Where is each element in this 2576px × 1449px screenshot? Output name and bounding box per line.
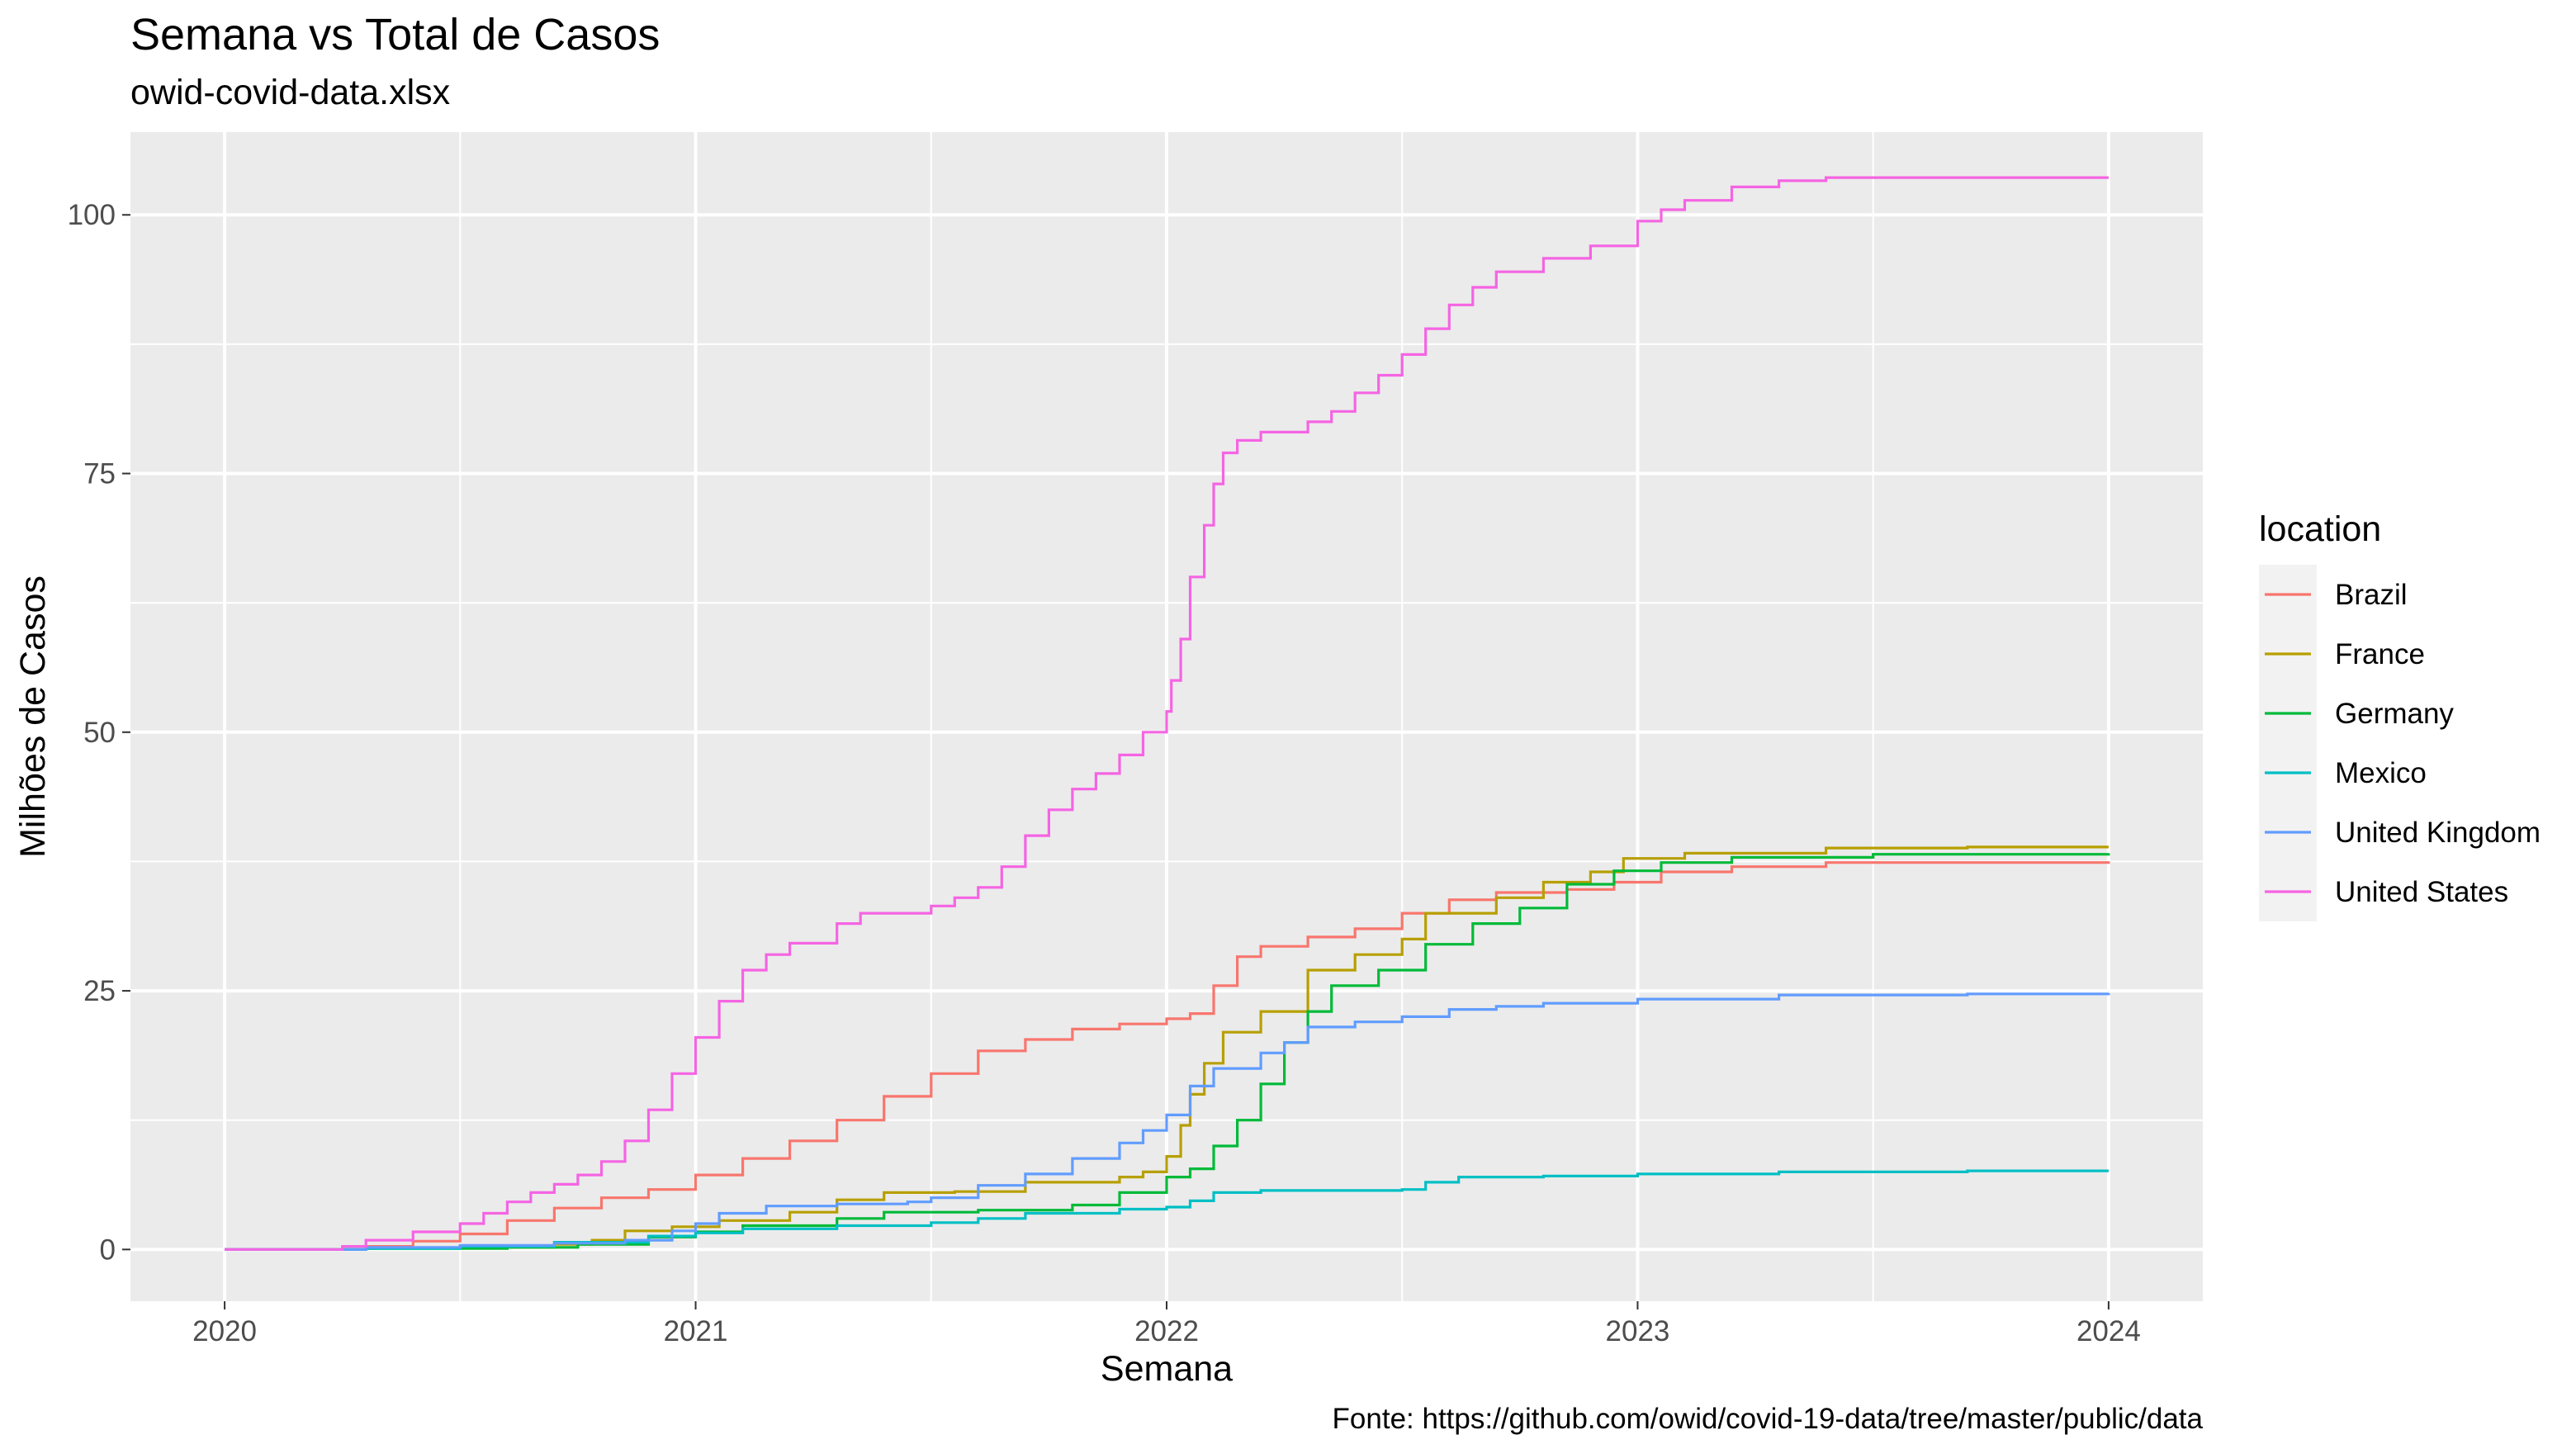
- series-line-united-states: [225, 176, 2109, 1251]
- chart-subtitle: owid-covid-data.xlsx: [130, 73, 451, 112]
- series-line-france: [225, 845, 2109, 1251]
- y-tick-label: 50: [83, 717, 116, 749]
- chart-title: Semana vs Total de Casos: [130, 10, 660, 59]
- legend-label-united-kingdom: United Kingdom: [2335, 817, 2540, 849]
- series-line-united-kingdom: [225, 992, 2110, 1251]
- legend-label-germany: Germany: [2335, 698, 2454, 730]
- x-axis: 2020 2021 2022 2023 2024: [192, 1301, 2141, 1347]
- series-lines: [225, 176, 2110, 1251]
- y-tick-label: 0: [100, 1234, 116, 1266]
- y-tick-label: 100: [68, 199, 116, 231]
- x-tick-label: 2022: [1134, 1315, 1199, 1347]
- chart-caption: Fonte: https://github.com/owid/covid-19-…: [1333, 1403, 2204, 1435]
- legend-label-united-states: United States: [2335, 876, 2508, 908]
- x-axis-title: Semana: [1101, 1349, 1233, 1389]
- x-tick-label: 2023: [1606, 1315, 1670, 1347]
- x-tick-label: 2021: [664, 1315, 728, 1347]
- legend-label-france: France: [2335, 638, 2425, 670]
- y-axis-title: Milhões de Casos: [13, 575, 53, 858]
- legend: Brazil France Germany Mexico United Kingdom U…: [2259, 565, 2540, 921]
- legend-label-brazil: Brazil: [2335, 579, 2408, 611]
- y-tick-label: 25: [83, 975, 116, 1007]
- legend-title: location: [2259, 509, 2381, 549]
- legend-label-mexico: Mexico: [2335, 757, 2427, 789]
- y-tick-label: 75: [83, 458, 116, 490]
- y-axis: 0 25 50 75 100: [68, 199, 130, 1266]
- x-tick-label: 2024: [2076, 1315, 2141, 1347]
- x-tick-label: 2020: [192, 1315, 257, 1347]
